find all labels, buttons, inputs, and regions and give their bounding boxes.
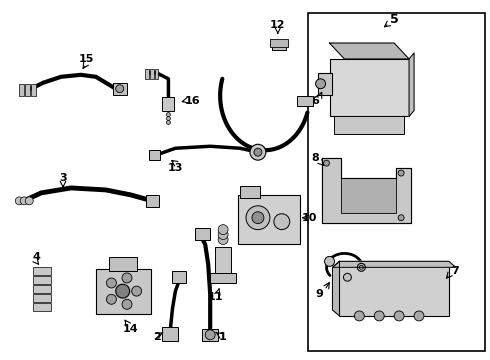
Circle shape [316,79,325,89]
Bar [318,73,332,95]
Bar [210,273,236,283]
Bar [340,261,449,316]
Circle shape [252,212,264,224]
Circle shape [205,330,215,340]
Circle shape [274,214,290,230]
Bar [240,186,260,198]
Circle shape [106,294,117,304]
Bar [33,267,51,275]
Circle shape [20,197,28,205]
Circle shape [414,311,424,321]
Circle shape [218,230,228,239]
Text: 6: 6 [312,96,319,105]
Circle shape [218,235,228,244]
Bar [148,150,161,160]
Bar [33,294,51,302]
Circle shape [354,311,365,321]
Bar [238,195,300,244]
Circle shape [25,197,33,205]
Bar [329,59,409,117]
Bar [196,228,210,239]
Circle shape [218,225,228,235]
Text: 13: 13 [168,163,183,173]
Circle shape [132,286,142,296]
Circle shape [167,121,171,125]
Bar [297,96,313,105]
Bar [342,178,396,213]
Polygon shape [333,261,456,267]
Bar [19,84,24,96]
Text: 3: 3 [59,173,67,183]
Circle shape [343,273,351,281]
Circle shape [116,284,130,298]
Text: 11: 11 [207,292,223,302]
Bar [25,84,30,96]
Bar [272,40,286,50]
Bar [33,276,51,284]
Text: 12: 12 [270,20,286,30]
Bar [149,69,153,79]
Bar [33,303,51,311]
Circle shape [15,197,23,205]
Text: 14: 14 [123,324,139,334]
Bar [202,329,218,341]
Bar [172,271,186,283]
Circle shape [246,206,270,230]
Circle shape [394,311,404,321]
Bar [113,83,127,95]
Circle shape [167,113,171,117]
Circle shape [398,170,404,176]
Bar [215,247,231,275]
Circle shape [106,278,117,288]
Text: 10: 10 [302,213,318,223]
Circle shape [122,273,132,283]
Text: 5: 5 [390,13,398,26]
Bar [96,269,150,314]
Bar [308,13,485,351]
Bar [109,257,137,271]
Circle shape [323,160,329,166]
Text: 2: 2 [152,332,160,342]
Circle shape [167,117,171,121]
Text: 8: 8 [312,153,319,163]
Text: 15: 15 [78,54,94,64]
Text: 9: 9 [316,289,323,299]
Bar [163,96,174,111]
Polygon shape [321,158,411,223]
Text: 16: 16 [185,96,200,105]
Circle shape [324,256,335,266]
Polygon shape [329,43,409,59]
Text: 1: 1 [218,332,226,342]
Circle shape [116,85,123,93]
Bar [335,117,404,134]
Bar [145,69,148,79]
Bar [33,285,51,293]
Text: 7: 7 [451,266,459,276]
Circle shape [374,311,384,321]
Circle shape [254,148,262,156]
Polygon shape [333,261,340,316]
Bar [31,84,36,96]
Bar [163,327,178,341]
Text: 4: 4 [32,252,40,262]
Bar [270,39,288,47]
Circle shape [250,144,266,160]
Polygon shape [409,53,414,117]
Circle shape [398,215,404,221]
Bar [154,69,158,79]
Circle shape [122,300,132,309]
Bar [146,195,159,207]
